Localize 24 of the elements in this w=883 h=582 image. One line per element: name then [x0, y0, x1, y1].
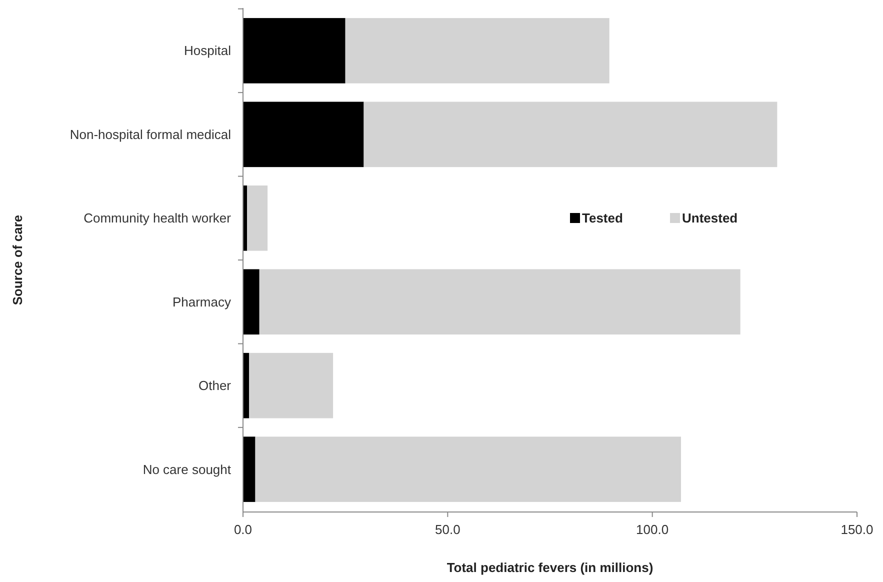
- bar: [243, 102, 364, 168]
- legend-label: Tested: [582, 210, 623, 226]
- bar: [247, 185, 268, 251]
- bar: [255, 436, 681, 502]
- y-axis-title: Source of care: [10, 214, 25, 306]
- bar: [243, 269, 260, 335]
- y-tick-label: No care sought: [142, 462, 232, 477]
- x-tick-label: 0.0: [234, 522, 252, 537]
- bar: [243, 436, 256, 502]
- x-tick-label: 100.0: [636, 522, 669, 537]
- bar: [249, 352, 334, 418]
- bar: [259, 269, 740, 335]
- bar: [345, 18, 610, 84]
- x-tick-label: 150.0: [840, 522, 874, 537]
- y-tick-label: Other: [198, 378, 232, 394]
- y-tick-label: Hospital: [184, 43, 232, 58]
- y-tick-label: Pharmacy: [172, 294, 232, 310]
- y-tick-label: Community health worker: [84, 210, 232, 226]
- x-axis-title: Total pediatric fevers (in millions): [446, 560, 654, 575]
- y-tick-label: Non-hospital formal medical: [70, 126, 232, 142]
- legend-label: Untested: [682, 210, 738, 226]
- bar: [243, 18, 346, 84]
- x-tick-label: 50.0: [435, 522, 460, 537]
- bar: [364, 102, 778, 168]
